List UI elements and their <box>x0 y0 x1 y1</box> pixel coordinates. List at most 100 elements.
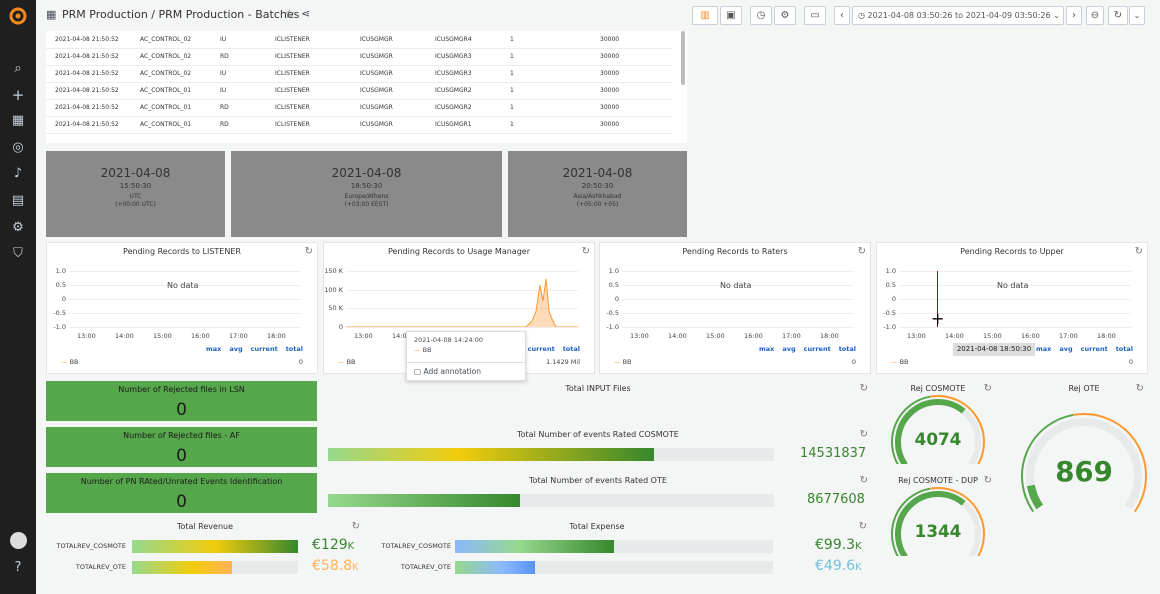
tv-mode-button[interactable]: ▭ <box>804 6 826 25</box>
legend-sort-avg[interactable]: avg <box>782 345 796 353</box>
table-row[interactable]: 2021-04-08 21:50:52 AC_CONTROL_02 IU ICLIST… <box>46 31 671 49</box>
legend-series[interactable]: — BB <box>614 358 632 366</box>
refresh-icon[interactable]: ↻ <box>1134 246 1143 257</box>
gauge-value: 1344 <box>914 521 962 542</box>
legend-series[interactable]: — BB <box>891 358 909 366</box>
refresh-icon[interactable]: ↻ <box>983 383 992 394</box>
refresh-icon[interactable]: ↻ <box>1135 383 1144 394</box>
share-icon[interactable]: ⋖ <box>301 7 311 20</box>
gridline <box>346 308 578 310</box>
table-cell: RD <box>211 48 266 66</box>
table-row[interactable]: 2021-04-08 21:50:52 AC_CONTROL_01 RD ICLIST… <box>46 99 671 117</box>
refresh-icon[interactable]: ↻ <box>983 475 992 486</box>
table-scrollbar[interactable] <box>681 31 685 85</box>
gauge-panel[interactable]: Rej COSMOTE - DUP ↻ 1344 <box>880 472 996 556</box>
refresh-button[interactable]: ↻ <box>1108 6 1128 25</box>
clock-panel: 2021-04-08 15:50:30 UTC (+00:00 UTC) <box>46 151 225 237</box>
settings-button[interactable]: ⚙ <box>774 6 796 25</box>
bar-fill <box>455 561 535 574</box>
explore-icon[interactable]: ◎ <box>12 140 24 155</box>
clock-offset: (+05:00 +05) <box>576 201 619 208</box>
graph-panel[interactable]: Pending Records to LISTENER ↻ 1.0 0.5 0 -0.5 -… <box>46 242 318 374</box>
bar-track <box>132 561 298 574</box>
legend-sort-current[interactable]: current <box>250 345 278 353</box>
table-cell: 2021-04-08 21:50:52 <box>46 82 131 100</box>
series-name: BB <box>69 358 79 366</box>
legend-sort-total[interactable]: total <box>562 345 580 353</box>
bar-track <box>455 561 773 574</box>
add-annotation-button[interactable]: ▢ Add annotation <box>407 362 525 380</box>
search-icon[interactable]: ⌕ <box>14 61 22 76</box>
time-range-picker[interactable]: ◷ 2021-04-08 03:50:26 to 2021-04-09 03:5… <box>852 6 1064 25</box>
rated-ote-bar <box>328 494 774 507</box>
series-color-swatch: — <box>891 358 900 366</box>
legend-series[interactable]: — BB <box>338 358 356 366</box>
legend-sort-total[interactable]: total <box>1115 345 1133 353</box>
graph-panel[interactable]: Pending Records to Raters ↻ 1.0 0.5 0 -0.5 -1.… <box>599 242 871 374</box>
zoom-out-button[interactable]: ⊖ <box>1086 6 1104 25</box>
legend-sort-max[interactable]: max <box>206 345 222 353</box>
refresh-icon[interactable]: ↻ <box>858 521 867 532</box>
dashboards-icon[interactable]: ▦ <box>11 113 25 128</box>
table-cell: 2021-04-08 21:50:52 <box>46 48 131 66</box>
save-button[interactable]: ▣ <box>720 6 742 25</box>
table-row[interactable]: 2021-04-08 21:50:52 AC_CONTROL_01 RD ICLIST… <box>46 116 671 134</box>
alerting-bell-icon[interactable]: ♪ <box>13 166 23 181</box>
legend-sort-max[interactable]: max <box>759 345 775 353</box>
legend-sort-current[interactable]: current <box>527 345 555 353</box>
y-tick-label: 50 K <box>328 304 343 313</box>
shield-icon[interactable]: ⛉ <box>13 246 23 261</box>
create-icon[interactable]: + <box>11 86 25 104</box>
star-icon[interactable]: ☆ <box>284 7 295 21</box>
rated-ote-title: Total Number of events Rated OTE <box>529 476 667 485</box>
legend-sort-current[interactable]: current <box>1080 345 1108 353</box>
time-forward-button[interactable]: › <box>1066 6 1082 25</box>
legend-sort-avg[interactable]: avg <box>229 345 243 353</box>
time-back-button[interactable]: ‹ <box>834 6 850 25</box>
graph-panel[interactable]: Pending Records to Usage Manager ↻ 150 K 10… <box>323 242 595 374</box>
refresh-icon[interactable]: ↻ <box>859 475 868 486</box>
help-icon[interactable]: ? <box>14 560 22 575</box>
legend-sort-avg[interactable]: avg <box>1059 345 1073 353</box>
gridline <box>69 299 301 300</box>
legend-sort-max[interactable]: max <box>1036 345 1052 353</box>
refresh-interval-dropdown[interactable]: ⌄ <box>1129 6 1145 25</box>
bar-fill <box>455 540 614 553</box>
gridline <box>69 327 301 328</box>
stat-panel[interactable]: Number of Rejected files - AF 0 <box>46 427 317 467</box>
gear-icon[interactable]: ⚙ <box>12 220 24 235</box>
refresh-icon[interactable]: ↻ <box>581 246 590 257</box>
x-tick-label: 14:00 <box>668 332 687 340</box>
bar-label: TOTALREV_OTE <box>75 563 126 571</box>
batches-table-panel: 2021-04-08 21:50:52 AC_CONTROL_02 IU ICLIST… <box>46 31 687 143</box>
table-row[interactable]: 2021-04-08 21:50:52 AC_CONTROL_02 RD ICLIST… <box>46 48 671 66</box>
avatar[interactable] <box>10 532 27 549</box>
stat-panel[interactable]: Number of Rejected files in LSN 0 <box>46 381 317 421</box>
legend-sort-current[interactable]: current <box>803 345 831 353</box>
table-cell: ICLISTENER <box>266 82 351 100</box>
refresh-icon[interactable]: ↻ <box>857 246 866 257</box>
table-cell: RD <box>211 116 266 134</box>
page-title[interactable]: PRM Production / PRM Production - Batche… <box>62 8 300 21</box>
table-row[interactable]: 2021-04-08 21:50:52 AC_CONTROL_01 IU ICLIST… <box>46 82 671 100</box>
bar-label: TOTALREV_OTE <box>400 563 451 571</box>
grafana-logo-icon[interactable] <box>8 6 28 26</box>
stat-panel[interactable]: Number of PN RAted/Unrated Events Identi… <box>46 473 317 513</box>
table-row[interactable]: 2021-04-08 21:50:52 AC_CONTROL_02 IU ICLIST… <box>46 65 671 83</box>
legend-sort-total[interactable]: total <box>838 345 856 353</box>
add-panel-button[interactable]: ▥ <box>692 6 718 25</box>
gauge-panel[interactable]: Rej OTE ↻ 869 <box>1020 380 1148 520</box>
refresh-icon[interactable]: ↻ <box>351 521 360 532</box>
legend-sort-total[interactable]: total <box>285 345 303 353</box>
panel-title: Rej OTE <box>1068 384 1100 393</box>
panel-title: Pending Records to Raters <box>682 247 788 256</box>
table-cell: ICUSGMGR <box>351 99 426 117</box>
gauge-panel[interactable]: Rej COSMOTE ↻ 4074 <box>880 380 996 464</box>
snapshot-button[interactable]: ◷ <box>750 6 772 25</box>
refresh-icon[interactable]: ↻ <box>859 429 868 440</box>
document-icon[interactable]: ▤ <box>11 193 25 208</box>
legend-series[interactable]: — BB <box>61 358 79 366</box>
refresh-icon[interactable]: ↻ <box>859 383 868 394</box>
no-data-label: No data <box>720 281 752 290</box>
refresh-icon[interactable]: ↻ <box>304 246 313 257</box>
